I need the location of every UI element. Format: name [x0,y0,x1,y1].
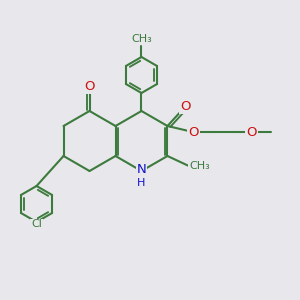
Text: O: O [188,125,199,139]
Text: O: O [246,125,257,139]
Text: Cl: Cl [31,219,42,230]
Text: CH₃: CH₃ [131,34,152,44]
Text: H: H [137,178,145,188]
Text: N: N [136,163,146,176]
Text: CH₃: CH₃ [189,161,210,171]
Text: O: O [180,100,191,113]
Text: O: O [84,80,95,94]
